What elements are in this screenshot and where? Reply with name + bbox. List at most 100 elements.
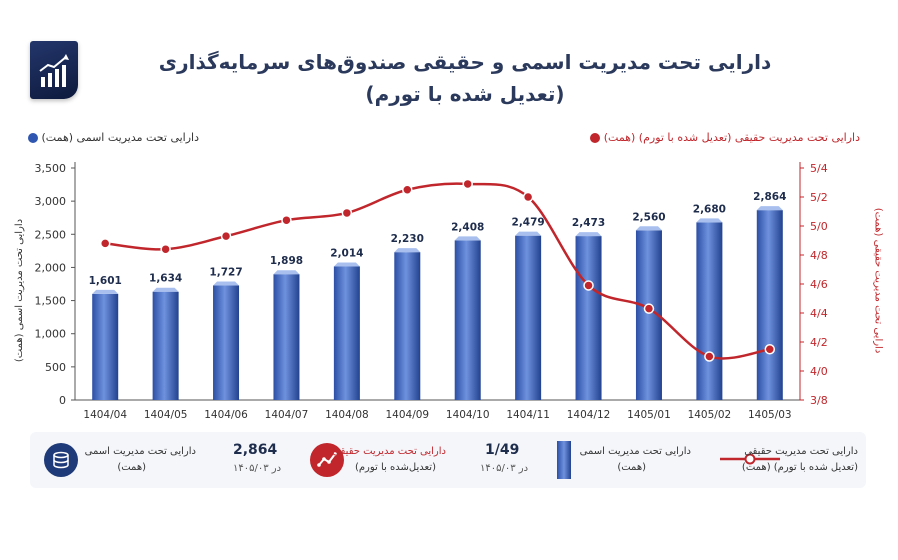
- bar-top: [92, 289, 119, 294]
- bar-top: [152, 287, 179, 292]
- summary-footer: دارایی تحت مدیریت اسمی (همت) 2,864 در ۱۴…: [30, 432, 866, 488]
- y-right-tick-label: 4/8: [810, 249, 828, 262]
- footer-nominal-unit: (همت): [117, 462, 146, 473]
- line-point: [522, 191, 534, 203]
- y-right-tick-label: 4/6: [810, 278, 828, 291]
- x-tick-label: 1404/10: [446, 409, 490, 421]
- legend-real: دارایی تحت مدیریت حقیقی (تعدیل شده با تو…: [584, 131, 860, 144]
- y-right-tick-label: 3/8: [810, 394, 828, 407]
- bar-data-label: 2,560: [632, 211, 665, 223]
- footer-legend-bar-unit: (همت): [617, 462, 646, 473]
- y-right-tick-label: 4/0: [810, 365, 828, 378]
- footer-real-date: در ۱۴۰۵/۰۳: [480, 463, 529, 474]
- x-tick-label: 1404/09: [385, 409, 429, 421]
- growth-chart-icon: [39, 54, 69, 87]
- x-tick-label: 1404/05: [144, 409, 188, 421]
- line-point: [462, 178, 473, 190]
- footer-nominal-date: در ۱۴۰۵/۰۳: [233, 463, 282, 474]
- chart-title: دارایی تحت مدیریت اسمی و حقیقی صندوق‌های…: [158, 50, 772, 74]
- bar-top: [273, 270, 300, 275]
- y-right-tick-label: 4/2: [810, 336, 828, 349]
- y-left-tick-label: 0: [59, 394, 66, 407]
- bar-data-label: 2,408: [451, 221, 484, 233]
- footer-legend-line-unit: (تعدیل شده با تورم) (همت): [741, 462, 858, 473]
- bar: [92, 293, 119, 400]
- bar-data-label: 2,864: [753, 191, 786, 203]
- logo: [30, 41, 78, 99]
- footer-line-swatch: [720, 453, 780, 465]
- chart-canvas: 0 500 1,000 1,500 2,000 2,500 3,000 3,500 3/8 4/0…: [35, 162, 828, 421]
- y-left-tick-label: 500: [45, 361, 66, 374]
- y-left-tick-label: 3,500: [35, 162, 67, 175]
- footer-bar-swatch: [557, 441, 571, 479]
- footer-real-value: 1/49: [485, 442, 520, 458]
- bar-top: [696, 218, 723, 223]
- bar-data-label: 2,230: [391, 233, 424, 245]
- y-right-tick-label: 5/4: [810, 162, 828, 175]
- x-tick-label: 1405/03: [748, 409, 792, 421]
- bar-data-label: 2,473: [572, 217, 605, 229]
- legend-real-dot: [590, 133, 601, 143]
- line-point: [99, 238, 111, 249]
- bar-data-label: 1,727: [209, 267, 242, 279]
- footer-legend-bar-label: دارایی تحت مدیریت اسمی: [579, 446, 691, 457]
- legend-real-label: دارایی تحت مدیریت حقیقی (تعدیل شده با تو…: [603, 131, 860, 144]
- bar-data-label: 1,634: [149, 273, 182, 285]
- y-right-tick-label: 5/2: [810, 191, 828, 204]
- bar-data-label: 2,479: [512, 217, 545, 229]
- x-tick-label: 1405/01: [627, 409, 671, 421]
- y-left-tick-label: 2,500: [35, 228, 67, 241]
- line-point: [220, 230, 232, 242]
- x-tick-label: 1404/07: [265, 409, 309, 421]
- x-tick-label: 1404/11: [506, 409, 550, 421]
- bar-data-label: 1,601: [89, 275, 122, 287]
- bar: [575, 236, 602, 400]
- bar: [152, 291, 179, 400]
- line-point: [643, 303, 655, 314]
- bar-top: [635, 226, 662, 231]
- bar-top: [213, 281, 240, 286]
- bar: [696, 222, 723, 400]
- line-point: [704, 351, 715, 362]
- bar-top: [515, 231, 542, 236]
- bar: [515, 235, 542, 400]
- y-right-tick-label: 5/0: [810, 220, 828, 233]
- y-left-tick-label: 2,000: [35, 261, 67, 274]
- chart-subtitle: (تعدیل شده با تورم): [365, 82, 565, 106]
- bar: [333, 266, 360, 400]
- line-point: [764, 344, 776, 355]
- legend-nominal: دارایی تحت مدیریت اسمی (همت): [22, 131, 199, 144]
- bar-data-label: 2,014: [330, 248, 363, 260]
- x-tick-label: 1405/02: [688, 409, 732, 421]
- line-point: [402, 184, 413, 195]
- footer-real-unit: (تعدیل‌شده با تورم): [354, 462, 436, 473]
- trend-line-icon: [310, 443, 344, 477]
- bar-top: [454, 236, 481, 241]
- footer-nominal-label: دارایی تحت مدیریت اسمی: [84, 446, 196, 457]
- bar: [394, 252, 421, 400]
- coins-icon: [44, 443, 78, 477]
- bar-data-label: 1,898: [270, 255, 303, 267]
- bar-data-label: 2,680: [693, 203, 726, 215]
- footer-legend-line-label: دارایی تحت مدیریت حقیقی: [744, 446, 858, 457]
- x-tick-label: 1404/12: [567, 409, 611, 421]
- y-right-tick-label: 4/4: [810, 307, 828, 320]
- legend-nominal-dot: [28, 133, 38, 143]
- bar: [213, 285, 240, 400]
- x-tick-label: 1404/06: [204, 409, 248, 421]
- legend-nominal-label: دارایی تحت مدیریت اسمی (همت): [41, 131, 200, 144]
- bar: [454, 240, 481, 400]
- footer-real-label: دارایی تحت مدیریت حقیقی: [332, 446, 446, 457]
- x-tick-label: 1404/08: [325, 409, 369, 421]
- line-point: [281, 214, 292, 226]
- bar-top: [333, 262, 360, 267]
- y-left-tick-label: 3,000: [35, 195, 67, 208]
- real-assets-line: [105, 182, 771, 360]
- x-tick-label: 1404/04: [83, 409, 127, 421]
- bar: [273, 274, 300, 400]
- line-point: [160, 243, 171, 255]
- bar-top: [756, 206, 783, 211]
- y-left-tick-label: 1,000: [35, 328, 67, 341]
- bar-top: [575, 232, 602, 237]
- line-point: [583, 280, 594, 291]
